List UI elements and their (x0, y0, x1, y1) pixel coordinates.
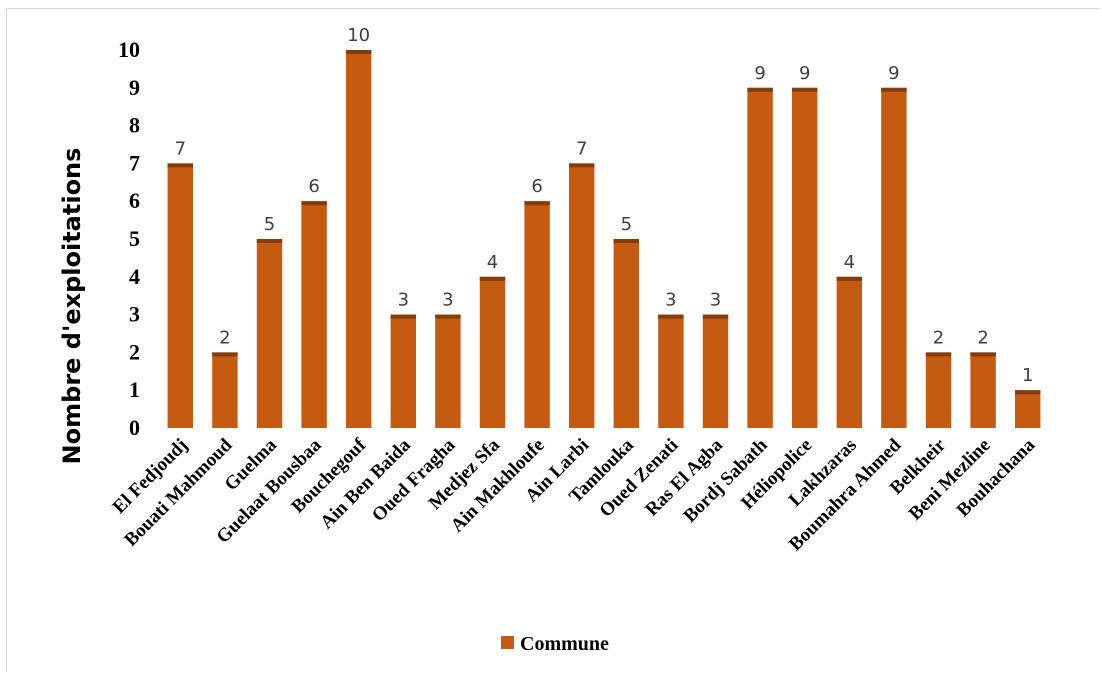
bar (836, 276, 863, 428)
y-tick-label: 4 (129, 264, 140, 289)
data-label: 2 (933, 327, 944, 348)
bar (613, 239, 640, 428)
data-label: 7 (175, 138, 186, 159)
data-label: 10 (347, 25, 370, 46)
bar-top-cap (702, 314, 729, 319)
bar-top-cap (345, 50, 372, 54)
bar (301, 201, 327, 428)
bar (345, 50, 372, 428)
y-tick-label: 9 (129, 75, 140, 100)
bar (524, 201, 550, 428)
legend-swatch (501, 636, 514, 649)
bar-top-cap (747, 87, 773, 92)
bar-top-cap (791, 87, 818, 92)
bar-top-cap (836, 276, 863, 281)
y-tick-label: 3 (129, 302, 140, 327)
chart-frame (6, 8, 1100, 672)
data-label: 4 (487, 252, 498, 273)
data-label: 4 (844, 252, 855, 273)
legend: Commune (501, 633, 609, 655)
bar-top-cap (613, 239, 640, 243)
data-label: 9 (754, 63, 765, 84)
bar-top-cap (212, 352, 238, 357)
data-label: 5 (621, 214, 632, 235)
bar-top-cap (568, 163, 595, 168)
bar-top-cap (301, 201, 327, 206)
data-label: 7 (576, 138, 587, 159)
data-label: 9 (888, 63, 899, 84)
bar (925, 352, 952, 428)
y-axis-label-group: Nombre d'exploitations (58, 148, 86, 465)
bar-top-cap (167, 163, 194, 168)
bar (1014, 390, 1041, 428)
bar-top-cap (524, 201, 550, 206)
legend-label: Commune (520, 633, 609, 655)
y-tick-label: 1 (129, 377, 140, 402)
bar (256, 239, 283, 428)
y-tick-label: 10 (118, 37, 140, 62)
bar-top-cap (970, 352, 996, 357)
bar (167, 163, 194, 428)
bar-top-cap (256, 239, 283, 243)
bar (791, 87, 818, 429)
bar-top-cap (658, 314, 684, 319)
data-label: 3 (710, 290, 721, 311)
y-tick-label: 7 (129, 150, 140, 175)
bar (970, 352, 996, 428)
data-label: 1 (1022, 365, 1033, 386)
data-label: 6 (308, 176, 319, 197)
data-label: 5 (264, 214, 275, 235)
y-tick-label: 2 (129, 339, 140, 364)
y-tick-label: 0 (129, 415, 140, 440)
bar-top-cap (1014, 390, 1041, 395)
y-tick-label: 6 (129, 188, 140, 213)
data-label: 2 (977, 327, 988, 348)
bar (881, 87, 907, 429)
y-axis-ticks: 0 1 2 3 4 5 6 7 8 9 10 (118, 37, 140, 440)
y-tick-label: 5 (129, 226, 140, 251)
bar (212, 352, 238, 428)
bar-top-cap (881, 87, 907, 92)
y-tick-label: 8 (129, 113, 140, 138)
bar-top-cap (435, 314, 461, 319)
bar-top-cap (390, 314, 417, 319)
data-labels: 7 2 5 6 10 3 3 4 6 7 5 3 3 9 9 4 9 2 2 1 (175, 25, 1034, 386)
bar (658, 314, 684, 428)
data-label: 3 (665, 290, 676, 311)
data-label: 3 (398, 290, 409, 311)
data-label: 9 (799, 63, 810, 84)
data-label: 6 (531, 176, 542, 197)
bar (390, 314, 417, 428)
bar-top-cap (479, 276, 506, 281)
bar-top-cap (925, 352, 952, 357)
data-label: 3 (442, 290, 453, 311)
data-label: 2 (219, 327, 230, 348)
bar (568, 163, 595, 428)
bars (167, 50, 1041, 429)
bar (479, 276, 506, 428)
bar (747, 87, 773, 429)
bar (702, 314, 729, 428)
bar (435, 314, 461, 428)
y-axis-label: Nombre d'exploitations (58, 148, 86, 465)
